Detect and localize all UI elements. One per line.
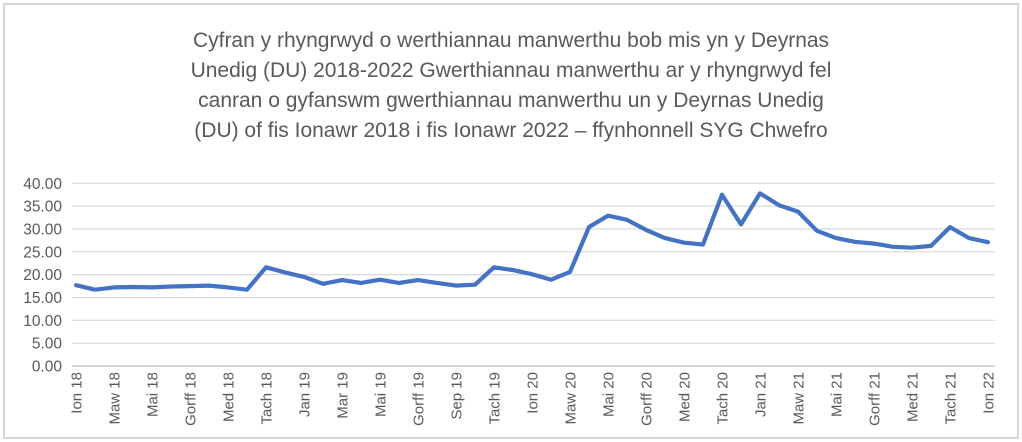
y-axis-tick-label: 25.00 [23,244,62,261]
x-axis-tick-label: Gorff 20 [639,372,656,426]
x-axis-tick-label: Ion 20 [525,372,542,414]
x-axis-tick-label: Gorff 21 [867,372,884,426]
x-axis-tick-label: Maw 18 [107,372,124,425]
y-axis-tick-label: 20.00 [23,267,62,284]
data-series-line [73,191,991,292]
y-axis-tick-label: 30.00 [23,221,62,238]
y-axis-tick-label: 10.00 [23,313,62,330]
x-axis-tick-label: Ion 22 [981,372,998,414]
x-axis-tick-label: Med 18 [221,372,238,422]
x-axis-tick-label: Tach 18 [259,372,276,425]
x-axis-tick-label: Maw 20 [563,372,580,425]
y-axis-tick-label: 40.00 [23,176,62,193]
x-axis-tick-label: Mai 21 [829,372,846,417]
x-axis-tick-label: Mai 19 [373,372,390,417]
x-axis-tick-label: Sep 19 [449,372,466,420]
x-axis-tick-label: Jan 21 [753,372,770,417]
chart-title-line-1: Cyfran y rhyngrwyd o werthiannau manwert… [192,29,830,52]
x-axis-tick-label: Tach 21 [943,372,960,425]
x-axis-tick-label: Tach 20 [715,372,732,425]
chart-title: Cyfran y rhyngrwyd o werthiannau manwert… [0,26,1022,146]
x-axis-tick-label: Mai 18 [145,372,162,417]
chart-title-line-2: Unedig (DU) 2018-2022 Gwerthiannau manwe… [190,59,832,82]
x-axis-tick-label: Mai 20 [601,372,618,417]
x-axis-tick-label: Jan 19 [297,372,314,417]
x-axis-tick-label: Mar 19 [335,372,352,419]
x-axis-tick-label: Maw 21 [791,372,808,425]
chart-title-line-4: (DU) of fis Ionawr 2018 i fis Ionawr 202… [194,119,828,142]
y-axis-tick-label: 15.00 [23,290,62,307]
y-axis-tick-label: 0.00 [32,359,63,376]
x-axis-tick-label: Gorff 19 [411,372,428,426]
y-axis-tick-label: 5.00 [32,336,63,353]
chart-title-line-3: canran o gyfanswm gwerthiannau manwerthu… [198,89,824,112]
y-axis-tick-label: 35.00 [23,199,62,216]
x-axis-tick-label: Med 21 [905,372,922,422]
x-axis-tick-label: Tach 19 [487,372,504,425]
x-axis-tick-label: Ion 18 [69,372,86,414]
x-axis-tick-label: Med 20 [677,372,694,422]
x-axis-tick-label: Gorff 18 [183,372,200,426]
